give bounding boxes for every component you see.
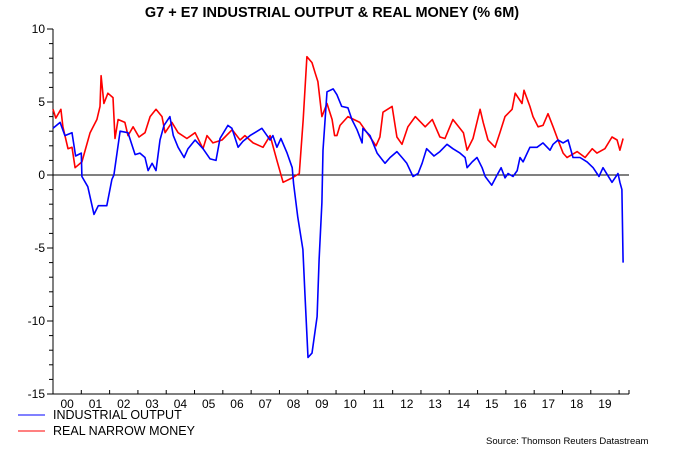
x-tick-label: 06 bbox=[230, 397, 244, 411]
chart-title: G7 + E7 INDUSTRIAL OUTPUT & REAL MONEY (… bbox=[145, 5, 519, 21]
x-tick-label: 16 bbox=[513, 397, 527, 411]
series-line-real-narrow-money bbox=[52, 55, 624, 184]
series-line-industrial-output bbox=[52, 88, 624, 359]
x-tick-label: 18 bbox=[570, 397, 584, 411]
x-tick-label: 19 bbox=[598, 397, 612, 411]
x-tick-label: 05 bbox=[202, 397, 216, 411]
source-note: Source: Thomson Reuters Datastream bbox=[486, 436, 649, 447]
x-tick-label: 08 bbox=[287, 397, 301, 411]
x-tick-label: 04 bbox=[174, 397, 188, 411]
legend: INDUSTRIAL OUTPUT REAL NARROW MONEY bbox=[18, 408, 196, 438]
y-tick-label: 10 bbox=[32, 22, 46, 36]
x-tick-label: 15 bbox=[485, 397, 499, 411]
y-tick-label: 0 bbox=[38, 168, 45, 182]
x-tick-label: 10 bbox=[344, 397, 358, 411]
x-tick-label: 01 bbox=[89, 397, 103, 411]
x-tick-label: 11 bbox=[372, 397, 385, 411]
x-tick-label: 13 bbox=[428, 397, 442, 411]
x-tick-label: 03 bbox=[145, 397, 159, 411]
axes: 10 5 0 -5 -10 -15 00 01 02 03 04 05 06 07 08 09 10 11 12 13… bbox=[28, 22, 630, 411]
x-tick-label: 00 bbox=[60, 397, 74, 411]
x-tick-label: 12 bbox=[400, 397, 414, 411]
y-tick-label: -15 bbox=[28, 387, 46, 401]
series-lines bbox=[52, 55, 624, 359]
y-tick-label: 5 bbox=[38, 95, 45, 109]
x-tick-label: 07 bbox=[259, 397, 273, 411]
y-tick-label: -10 bbox=[28, 314, 46, 328]
legend-label-industrial-output: INDUSTRIAL OUTPUT bbox=[53, 408, 182, 422]
legend-label-real-narrow-money: REAL NARROW MONEY bbox=[53, 424, 196, 438]
x-tick-label: 09 bbox=[315, 397, 329, 411]
y-tick-label: -5 bbox=[34, 241, 45, 255]
x-tick-label: 02 bbox=[117, 397, 131, 411]
x-tick-label: 14 bbox=[457, 397, 471, 411]
x-tick-label: 17 bbox=[542, 397, 556, 411]
